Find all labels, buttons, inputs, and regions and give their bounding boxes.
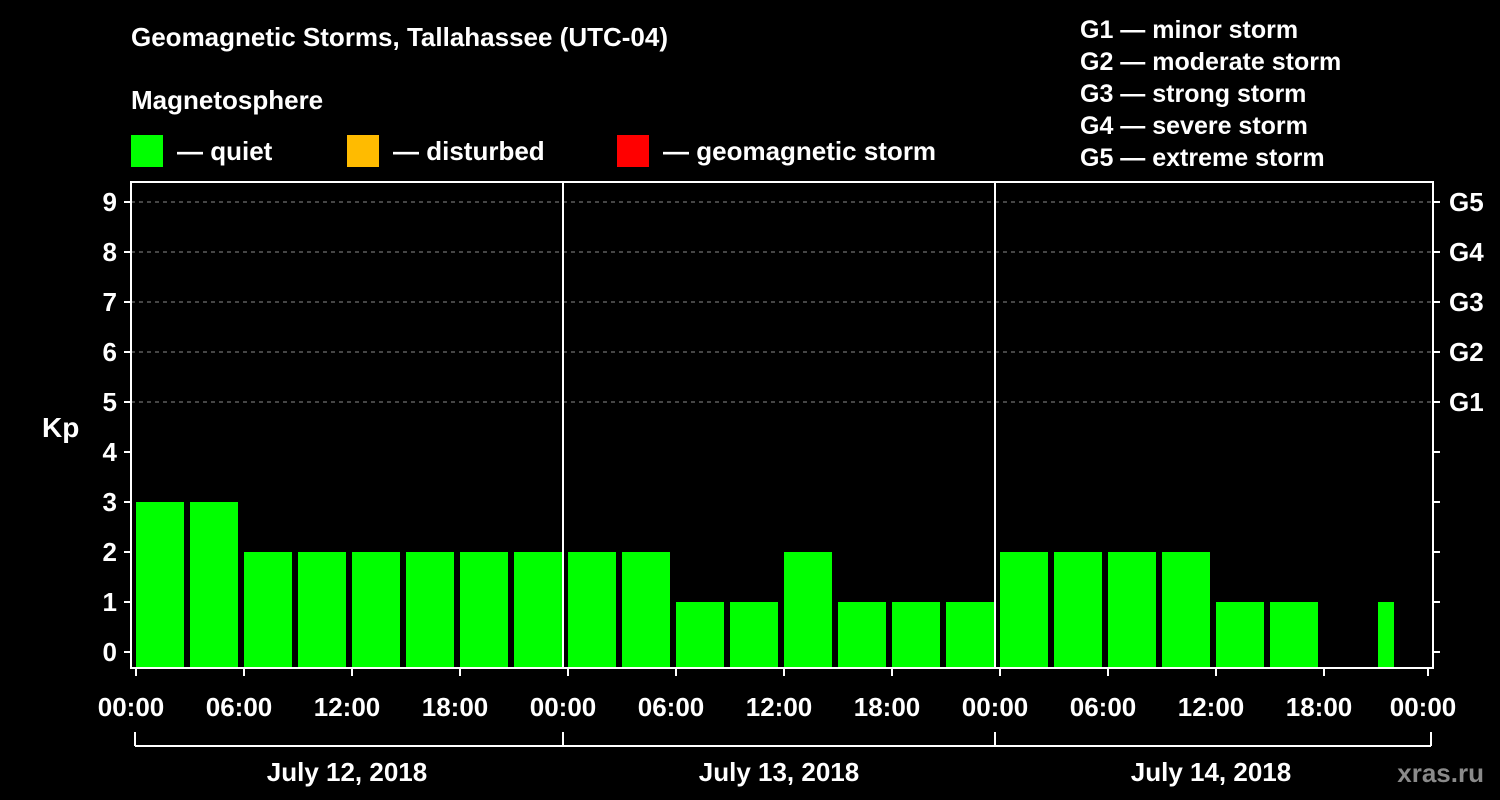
bar-4 (352, 552, 400, 668)
storm-level-g2: G2 — moderate storm (1080, 48, 1342, 76)
bar-9 (622, 552, 670, 668)
watermark: xras.ru (1397, 758, 1484, 788)
magnetosphere-title: Magnetosphere (131, 85, 324, 115)
x-tick-label-6: 12:00 (746, 692, 813, 722)
bar-7 (514, 552, 562, 668)
y-tick-label-7: 7 (103, 287, 117, 317)
legend-quiet-label: — quiet (177, 135, 273, 166)
storm-level-g4: G4 — severe storm (1080, 112, 1308, 140)
x-tick-label-3: 18:00 (422, 692, 489, 722)
bar-20 (1216, 602, 1264, 668)
bar-8 (568, 552, 616, 668)
right-tick-label-G1: G1 (1449, 387, 1484, 417)
bar-19 (1162, 552, 1210, 668)
day-label-0: July 12, 2018 (267, 757, 427, 787)
storm-level-g5: G5 — extreme storm (1080, 144, 1325, 172)
x-tick-label-4: 00:00 (530, 692, 597, 722)
x-tick-label-5: 06:00 (638, 692, 705, 722)
bar-10 (676, 602, 724, 668)
y-axis-label: Kp (42, 412, 80, 443)
y-tick-label-4: 4 (103, 437, 118, 467)
x-tick-label-2: 12:00 (314, 692, 381, 722)
bar-11 (730, 602, 778, 668)
legend-quiet: — quiet (131, 135, 272, 167)
plot-frame (130, 181, 1434, 669)
x-tick-label-0: 00:00 (98, 692, 165, 722)
bar-21 (1270, 602, 1318, 668)
y-tick-label-5: 5 (103, 387, 117, 417)
y-tick-label-9: 9 (103, 187, 117, 217)
legend-storm: — geomagnetic storm (617, 135, 936, 167)
bar-3 (298, 552, 346, 668)
y-tick-label-2: 2 (103, 537, 117, 567)
right-tick-label-G3: G3 (1449, 287, 1484, 317)
bar-12 (784, 552, 832, 668)
bar-18 (1108, 552, 1156, 668)
bar-2 (244, 552, 292, 668)
right-tick-label-G2: G2 (1449, 337, 1484, 367)
y-tick-label-3: 3 (103, 487, 117, 517)
chart-title: Geomagnetic Storms, Tallahassee (UTC-04) (131, 22, 669, 52)
storm-level-list: G1 — minor storm G2 — moderate storm G3 … (1080, 14, 1341, 174)
legend-quiet-swatch (131, 135, 163, 167)
storm-level-g1: G1 — minor storm (1080, 16, 1299, 44)
y-tick-label-8: 8 (103, 237, 117, 267)
bar-17 (1054, 552, 1102, 668)
bar-15 (946, 602, 994, 668)
y-tick-label-1: 1 (103, 587, 117, 617)
right-tick-label-G4: G4 (1449, 237, 1484, 267)
day-label-1: July 13, 2018 (699, 757, 859, 787)
bar-1 (190, 502, 238, 668)
bar-5 (406, 552, 454, 668)
bar-23 (1378, 602, 1394, 668)
x-tick-label-11: 18:00 (1286, 692, 1353, 722)
right-tick-label-G5: G5 (1449, 187, 1484, 217)
legend-storm-label: — geomagnetic storm (663, 135, 937, 166)
bar-6 (460, 552, 508, 668)
legend-storm-swatch (617, 135, 649, 167)
legend-disturbed-label: — disturbed (393, 135, 545, 166)
y-tick-label-0: 0 (103, 637, 117, 667)
x-tick-label-7: 18:00 (854, 692, 921, 722)
x-tick-label-9: 06:00 (1070, 692, 1137, 722)
x-tick-label-1: 06:00 (206, 692, 273, 722)
y-tick-label-6: 6 (103, 337, 117, 367)
x-tick-label-8: 00:00 (962, 692, 1029, 722)
storm-level-g3: G3 — strong storm (1080, 80, 1307, 108)
bar-16 (1000, 552, 1048, 668)
bar-14 (892, 602, 940, 668)
day-label-2: July 14, 2018 (1131, 757, 1291, 787)
legend-disturbed-swatch (347, 135, 379, 167)
x-tick-label-12: 00:00 (1390, 692, 1457, 722)
x-tick-label-10: 12:00 (1178, 692, 1245, 722)
bar-0 (136, 502, 184, 668)
bar-13 (838, 602, 886, 668)
legend-disturbed: — disturbed (347, 135, 545, 167)
